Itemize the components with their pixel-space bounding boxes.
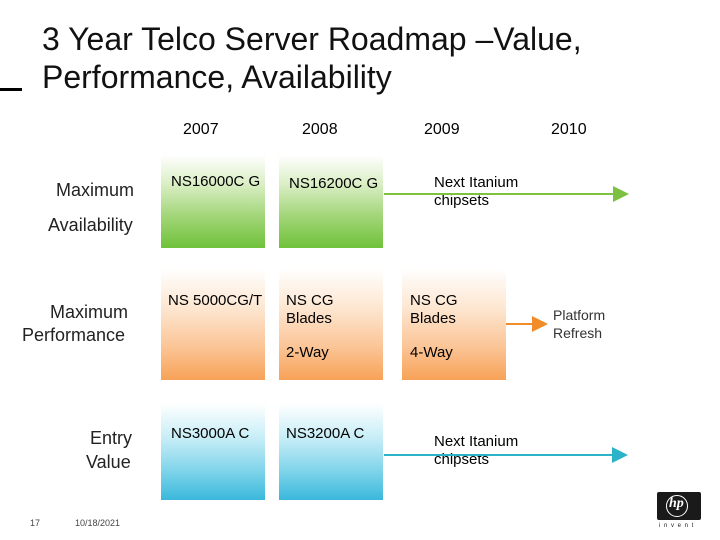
box-entry-2008-text: NS3200A C [286,425,365,442]
hp-logo-mark: hp [669,496,684,511]
title-accent-bar [0,88,22,91]
year-2008: 2008 [302,121,338,138]
box-entry-2007: NS3000A C [161,403,265,500]
year-2010: 2010 [551,121,587,138]
hp-logo: hp [657,492,701,520]
slide-title: 3 Year Telco Server Roadmap –Value, Perf… [42,21,582,95]
year-2009: 2009 [424,121,460,138]
box-availability-2007: NS16000C G [161,155,265,248]
row-label-availability-line1: Maximum [56,180,135,200]
box-performance-2008-sub: 2-Way [286,344,329,361]
box-availability-2007-text: NS16000C G [171,173,261,190]
row-label-entry-line2: Value [86,452,131,472]
box-availability-2008-text: NS16200C G [289,175,379,192]
hp-logo-tagline: i n v e n t [659,523,695,529]
box-entry-2007-text: NS3000A C [171,425,250,442]
row-label-availability-line2: Availability [48,215,133,235]
box-entry-2008: NS3200A C [279,403,383,500]
box-performance-2009-text: NS CG Blades [410,292,458,327]
hp-logo-circle-icon [666,495,688,517]
box-availability-2008: NS16200C G [279,155,383,248]
box-performance-2008-text: NS CG Blades [286,292,334,327]
row-label-performance-line2: Performance [22,325,126,345]
row-label-performance-line1: Maximum [50,302,129,322]
row-label-entry-line1: Entry [90,428,133,448]
availability-next-text: Next Itanium chipsets [434,174,519,209]
box-performance-2009: NS CG Blades 4-Way [402,268,506,380]
performance-next-text: Platform Refresh [553,307,606,341]
page-number: 17 [30,518,41,528]
footer-date: 10/18/2021 [75,518,121,528]
box-performance-2008: NS CG Blades 2-Way [279,268,383,380]
year-2007: 2007 [183,121,219,138]
box-performance-2007-text: NS 5000CG/T [168,292,263,309]
box-performance-2009-sub: 4-Way [410,344,453,361]
box-performance-2007: NS 5000CG/T [161,268,265,380]
